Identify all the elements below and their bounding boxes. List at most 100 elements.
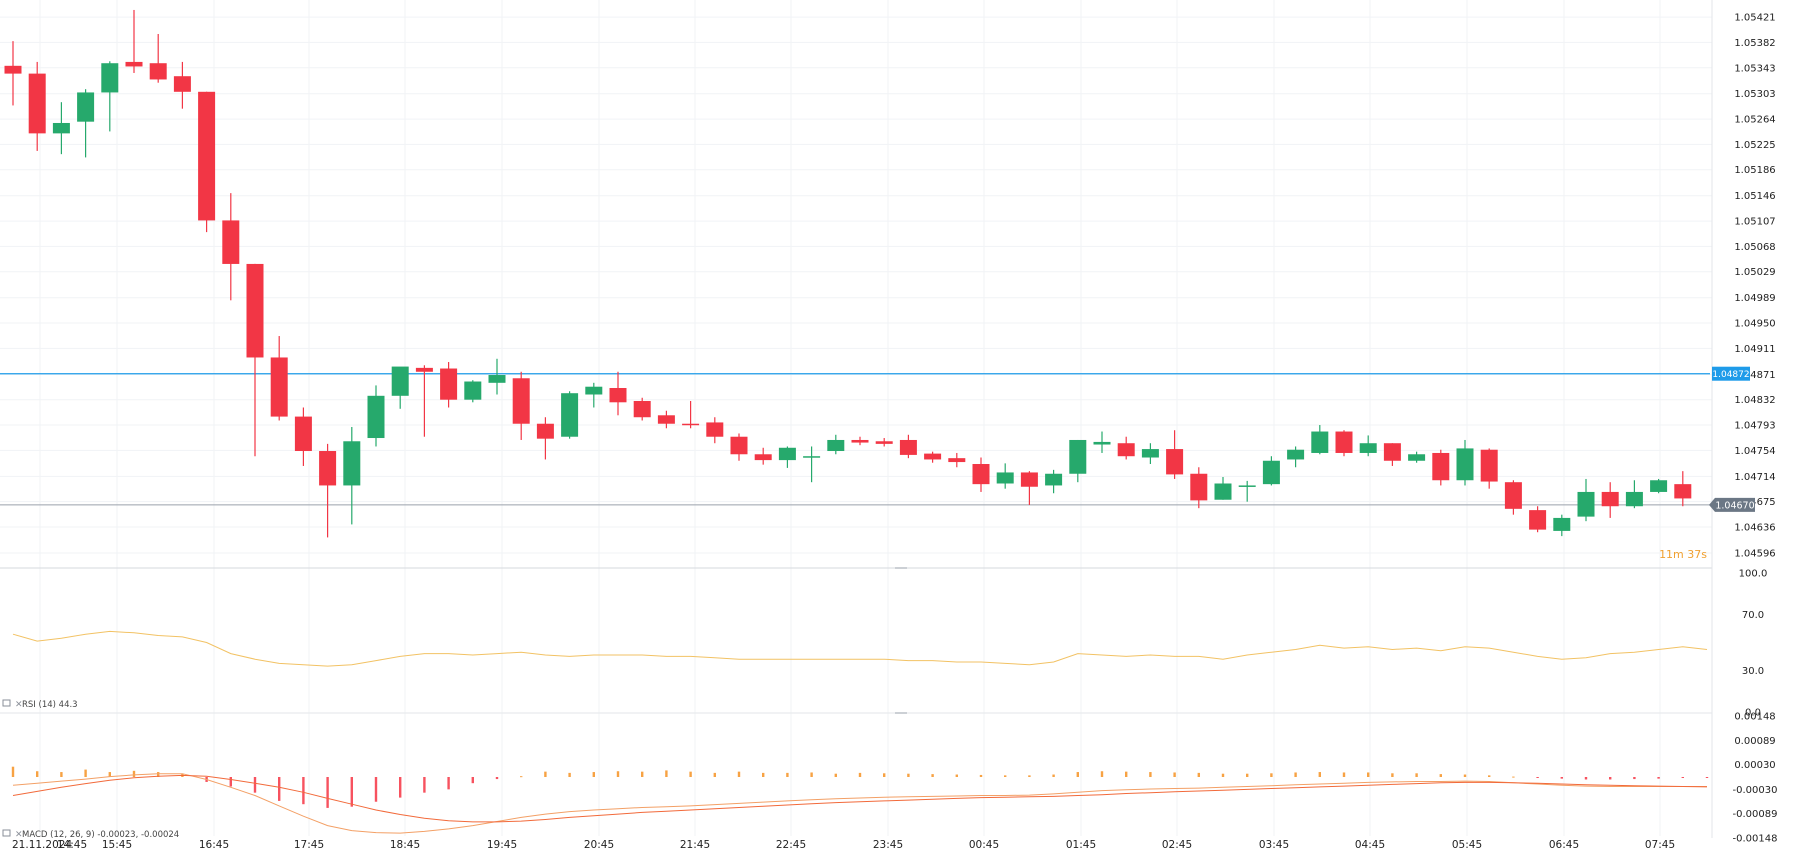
bearish-candle[interactable] (682, 400, 700, 429)
bearish-candle[interactable] (1674, 471, 1692, 507)
bearish-candle[interactable] (1432, 449, 1450, 486)
candle-body (1190, 473, 1208, 501)
bearish-candle[interactable] (415, 365, 433, 437)
bullish-candle[interactable] (1093, 431, 1111, 453)
bearish-candle[interactable] (270, 336, 288, 421)
bearish-candle[interactable] (319, 443, 337, 538)
bullish-candle[interactable] (585, 382, 603, 408)
rsi-settings-icon[interactable] (2, 699, 11, 707)
macd-histogram-bar (1681, 777, 1684, 778)
macd-histogram-bar (1463, 774, 1467, 777)
bearish-candle[interactable] (440, 362, 458, 408)
bullish-candle[interactable] (77, 89, 95, 158)
bullish-candle[interactable] (1553, 514, 1571, 537)
bearish-candle[interactable] (948, 452, 966, 468)
time-tick-label: 03:45 (1259, 839, 1289, 851)
bullish-candle[interactable] (1069, 439, 1087, 483)
candle-body (222, 220, 240, 264)
bearish-candle[interactable] (149, 33, 167, 83)
macd-histogram-bar (907, 773, 910, 777)
macd-settings-icon[interactable] (2, 829, 11, 837)
bullish-candle[interactable] (52, 102, 70, 155)
macd-histogram-bar (1246, 773, 1249, 777)
bearish-candle[interactable] (657, 410, 675, 429)
time-tick-label: 07:45 (1645, 839, 1675, 851)
bearish-candle[interactable] (1383, 443, 1401, 466)
bullish-candle[interactable] (1287, 446, 1305, 468)
bullish-candle[interactable] (1625, 480, 1643, 509)
bearish-candle[interactable] (1335, 430, 1353, 457)
bearish-candle[interactable] (222, 193, 240, 301)
bullish-candle[interactable] (1456, 439, 1474, 486)
bullish-candle[interactable] (1311, 425, 1329, 455)
bearish-candle[interactable] (609, 371, 627, 416)
bullish-candle[interactable] (561, 391, 579, 439)
candle-body (561, 393, 579, 437)
bullish-candle[interactable] (343, 426, 361, 525)
bullish-candle[interactable] (488, 358, 506, 395)
bullish-candle[interactable] (1141, 443, 1159, 465)
macd-axis: 0.00148 0.00089 0.00030 -0.00030 -0.00089 -0.… (1733, 712, 1778, 845)
bullish-candle[interactable] (1577, 478, 1595, 522)
bearish-candle[interactable] (1529, 506, 1547, 533)
bearish-candle[interactable] (1020, 471, 1038, 505)
macd-histogram-bar (157, 772, 160, 777)
bearish-candle[interactable] (706, 417, 724, 444)
horizontal-line-tag[interactable] (1712, 366, 1750, 381)
macd-histogram-bar (786, 772, 789, 777)
bullish-candle[interactable] (778, 446, 796, 468)
bearish-candle[interactable] (899, 434, 917, 459)
bearish-candle[interactable] (730, 433, 748, 461)
bearish-candle[interactable] (754, 447, 772, 465)
bearish-candle[interactable] (4, 41, 22, 106)
bearish-candle[interactable] (1601, 482, 1619, 518)
candle-body (585, 386, 603, 395)
time-tick-label: 04:45 (1355, 839, 1385, 851)
candle-body (609, 388, 627, 403)
bearish-candle[interactable] (294, 407, 312, 466)
candle-body (851, 439, 869, 443)
candle-body (875, 441, 893, 444)
bullish-candle[interactable] (367, 385, 385, 447)
bullish-candle[interactable] (803, 446, 821, 483)
bullish-candle[interactable] (1262, 456, 1280, 486)
bearish-candle[interactable] (924, 451, 942, 463)
bullish-candle[interactable] (1650, 478, 1668, 494)
bearish-candle[interactable] (173, 61, 191, 109)
bearish-candle[interactable] (1166, 430, 1184, 479)
macd-indicator-label: MACD (12, 26, 9) -0.00023, -0.00024 (22, 830, 179, 840)
bearish-candle[interactable] (246, 263, 264, 457)
bearish-candle[interactable] (633, 397, 651, 421)
bullish-candle[interactable] (827, 434, 845, 455)
bearish-candle[interactable] (875, 438, 893, 447)
bullish-candle[interactable] (1359, 435, 1377, 457)
candle-body (778, 447, 796, 461)
bearish-candle[interactable] (198, 91, 216, 233)
bearish-candle[interactable] (28, 61, 46, 151)
bullish-candle[interactable] (1045, 469, 1063, 494)
bearish-candle[interactable] (536, 417, 554, 460)
bearish-candle[interactable] (972, 457, 990, 492)
bullish-candle[interactable] (1238, 480, 1256, 502)
bearish-candle[interactable] (1480, 448, 1498, 489)
candle-body (633, 400, 651, 418)
bullish-candle[interactable] (101, 61, 119, 132)
price-tick-label: 1.04832 (1734, 395, 1775, 406)
bearish-candle[interactable] (125, 9, 143, 73)
bullish-candle[interactable] (391, 366, 409, 409)
bearish-candle[interactable] (1117, 436, 1135, 460)
candle-body (367, 395, 385, 439)
bearish-candle[interactable] (1190, 467, 1208, 509)
bullish-candle[interactable] (1214, 476, 1232, 500)
bearish-candle[interactable] (1504, 480, 1522, 515)
bullish-candle[interactable] (1408, 451, 1426, 463)
bearish-candle[interactable] (851, 436, 869, 446)
bullish-candle[interactable] (996, 463, 1014, 489)
bullish-candle[interactable] (464, 380, 482, 403)
candlesticks (4, 9, 1692, 538)
bearish-candle[interactable] (512, 371, 530, 440)
candle-body (1141, 449, 1159, 458)
candle-body (1020, 472, 1038, 487)
